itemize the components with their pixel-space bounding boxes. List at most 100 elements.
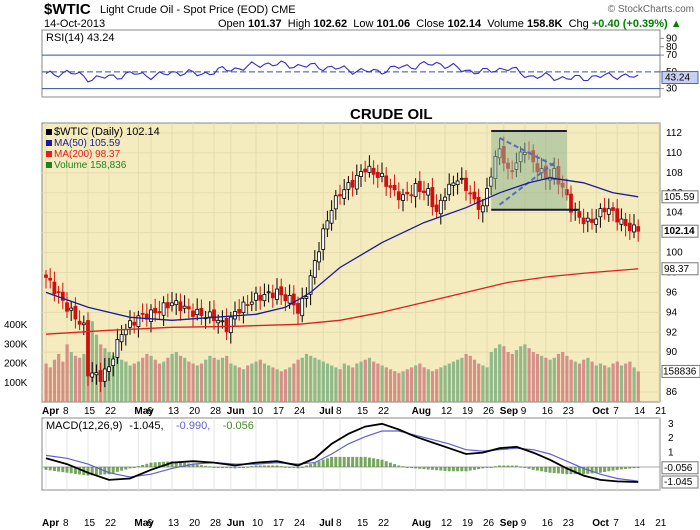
volume-bar [334, 367, 338, 402]
macd-histogram-bar [498, 465, 502, 467]
volume-bar [619, 365, 624, 402]
macd-signal-line [45, 430, 639, 482]
candle-body [170, 302, 174, 306]
volume-bar [632, 367, 636, 402]
macd-histogram-bar [132, 466, 136, 468]
macd-histogram-bar [73, 466, 77, 474]
candle-body [107, 366, 111, 372]
volume-bar [565, 355, 569, 402]
high-value: 102.62 [313, 18, 348, 30]
macd-histogram-bar [430, 466, 434, 470]
volume-bar [73, 355, 78, 402]
volume-bar [636, 371, 640, 402]
candle-body [417, 180, 422, 192]
low-value: 101.06 [376, 18, 411, 30]
macd-histogram-bar [405, 466, 409, 468]
macd-histogram-bar [220, 466, 224, 468]
price-tick-label: 94 [666, 307, 678, 318]
macd-histogram-bar [145, 463, 149, 467]
macd-histogram-bar [120, 466, 124, 471]
close-label: Close [416, 18, 445, 30]
x-axis-label-bottom: 23 [563, 518, 575, 529]
x-axis-label-bottom: 17 [273, 518, 285, 529]
macd-histogram-bar [246, 466, 250, 468]
volume-bar [317, 359, 321, 402]
x-axis-label: 21 [655, 406, 667, 417]
volume-bar [166, 357, 170, 402]
macd-histogram-bar [607, 466, 611, 472]
candle-body [291, 293, 296, 306]
macd-histogram-bar [52, 466, 56, 471]
x-axis-label-bottom: May [134, 518, 154, 529]
pattern-line [499, 137, 559, 169]
x-axis-label: 6 [147, 406, 153, 417]
macd-histogram-bar [611, 466, 615, 471]
macd-histogram-bar [472, 466, 476, 470]
volume-bar [586, 357, 590, 402]
volume-bar [443, 365, 447, 402]
macd-histogram-bar [489, 466, 493, 468]
candle-body [480, 205, 485, 213]
volume-bar [136, 361, 141, 402]
candle-body [65, 302, 69, 312]
rsi-panel [41, 29, 661, 98]
candle-body [317, 251, 321, 263]
candle-body [434, 204, 439, 212]
macd-histogram-bar [523, 466, 527, 468]
volume-tick-label: 200K [4, 359, 28, 370]
candle-body [388, 185, 393, 188]
volume-bar [216, 359, 220, 402]
volume-bar [355, 363, 359, 402]
macd-histogram-bar [208, 466, 212, 468]
volume-bar [523, 344, 527, 402]
volume-bar [187, 361, 191, 402]
price-legend-item: Volume 158,836 [54, 160, 127, 171]
x-axis-label-bottom: 12 [441, 518, 453, 529]
volume-bar [540, 355, 544, 402]
x-axis-label-bottom: 7 [613, 518, 619, 529]
macd-histogram-bar [544, 466, 548, 472]
volume-bar [544, 357, 548, 402]
volume-bar [514, 350, 519, 402]
x-axis-label: Oct [592, 406, 609, 417]
x-axis-label-bottom: 13 [168, 518, 180, 529]
macd-histogram-bar [241, 466, 245, 468]
price-value-label: 98.37 [664, 264, 689, 275]
candle-body [287, 295, 292, 304]
candle-body [304, 296, 309, 299]
x-axis-label-bottom: 21 [655, 518, 667, 529]
macd-histogram-bar [65, 466, 69, 473]
ohlc-readout: Open 101.37 High 102.62 Low 101.06 Close… [218, 18, 682, 30]
volume-bar [262, 363, 267, 402]
candle-body [590, 218, 594, 223]
legend-swatch [46, 129, 52, 135]
macd-histogram-bar [292, 466, 296, 468]
macd-histogram-bar [384, 461, 388, 467]
volume-bar [376, 363, 380, 402]
candle-body [413, 183, 418, 198]
volume-bar [271, 367, 275, 402]
x-axis-label-bottom: 24 [294, 518, 306, 529]
volume-bar [569, 359, 573, 402]
volume-value: 158.8K [527, 18, 563, 30]
macd-histogram-bar [128, 466, 132, 469]
x-axis-label: Jun [227, 406, 245, 417]
close-value: 102.14 [447, 18, 482, 30]
macd-tick-label: 3 [668, 419, 674, 430]
volume-bar [300, 357, 304, 402]
macd-histogram-bar [342, 456, 346, 467]
candle-body [338, 194, 342, 197]
ma50-line [45, 177, 639, 321]
open-label: Open [218, 18, 245, 30]
volume-bar [111, 355, 115, 402]
volume-bar [258, 359, 262, 402]
macd-histogram-bar [283, 466, 287, 468]
macd-histogram-bar [435, 466, 439, 471]
volume-bar [191, 363, 195, 402]
volume-bar [212, 357, 216, 402]
volume-bar [477, 363, 481, 402]
macd-histogram-bar [229, 466, 233, 469]
macd-histogram-bar [540, 466, 544, 472]
volume-bar [309, 355, 313, 402]
x-axis-label: 15 [357, 406, 369, 417]
